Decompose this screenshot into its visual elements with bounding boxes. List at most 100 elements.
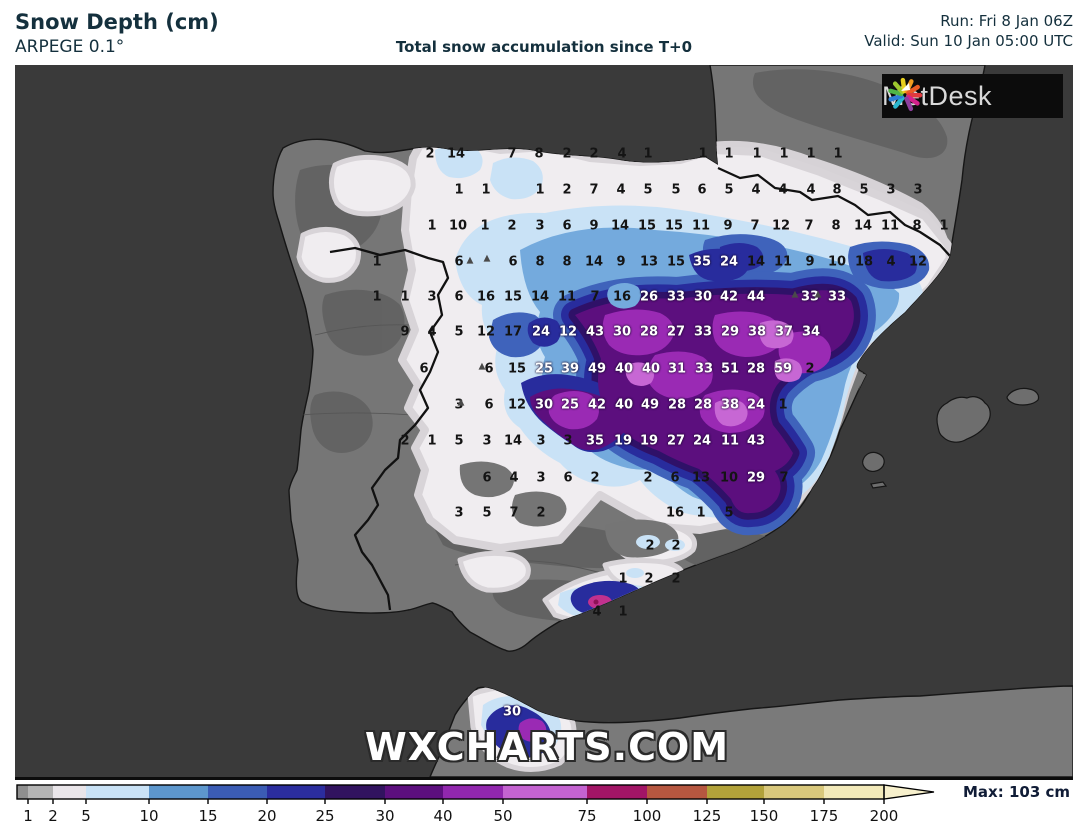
legend-segment bbox=[208, 785, 267, 799]
snow-depth-value: 49 bbox=[640, 397, 660, 413]
mountain-peak-icon: ▲ bbox=[483, 253, 491, 264]
legend-segment bbox=[587, 785, 647, 799]
snow-depth-value: 9 bbox=[805, 254, 815, 270]
logo-ray bbox=[888, 88, 904, 97]
snow-depth-value: 2 bbox=[643, 470, 653, 486]
legend-tick-label: 10 bbox=[139, 807, 158, 825]
legend-segment bbox=[28, 785, 53, 799]
snow-depth-value: 12 bbox=[476, 324, 496, 340]
snow-depth-value: 1 bbox=[939, 218, 949, 234]
map-geography bbox=[15, 65, 1073, 777]
snow-depth-value: 10 bbox=[448, 218, 468, 234]
snow-depth-value: 1 bbox=[779, 146, 789, 162]
snow-depth-value: 42 bbox=[719, 289, 739, 305]
snow-depth-value: 2 bbox=[645, 538, 655, 554]
snow-depth-value: 12 bbox=[908, 254, 928, 270]
snow-depth-value: 7 bbox=[590, 289, 600, 305]
snow-depth-value: 59 bbox=[773, 361, 793, 377]
snow-depth-value: 2 bbox=[400, 433, 410, 449]
snow-depth-value: 5 bbox=[724, 182, 734, 198]
snow-depth-value: 30 bbox=[502, 704, 522, 720]
mountain-peak-icon: ▲ bbox=[478, 361, 486, 372]
snow-depth-value: 43 bbox=[585, 324, 605, 340]
snow-depth-value: 9 bbox=[400, 324, 410, 340]
snow-depth-value: 38 bbox=[747, 324, 767, 340]
snow-depth-value: 2 bbox=[590, 470, 600, 486]
snow-depth-value: 1 bbox=[454, 182, 464, 198]
legend-tick-label: 25 bbox=[315, 807, 334, 825]
snow-depth-value: 1 bbox=[696, 505, 706, 521]
snow-depth-value: 24 bbox=[531, 324, 551, 340]
snow-depth-value: 3 bbox=[886, 182, 896, 198]
snow-depth-value: 14 bbox=[853, 218, 873, 234]
snow-depth-value: 24 bbox=[719, 254, 739, 270]
snow-depth-value: 1 bbox=[618, 571, 628, 587]
legend-segment bbox=[443, 785, 503, 799]
snow-depth-value: 2 bbox=[589, 146, 599, 162]
legend-tick-label: 75 bbox=[577, 807, 596, 825]
snow-depth-value: 28 bbox=[667, 397, 687, 413]
snow-depth-value: 38 bbox=[720, 397, 740, 413]
watermark: WXCHARTS.COM bbox=[364, 725, 730, 769]
snow-depth-value: 51 bbox=[720, 361, 740, 377]
snow-depth-value: 25 bbox=[534, 361, 554, 377]
snow-depth-value: 6 bbox=[562, 218, 572, 234]
model-label: ARPEGE 0.1° bbox=[15, 37, 125, 57]
legend-segment bbox=[707, 785, 764, 799]
snow-depth-value: 5 bbox=[724, 505, 734, 521]
snow-depth-value: 12 bbox=[507, 397, 527, 413]
snow-depth-value: 2 bbox=[805, 361, 815, 377]
snow-depth-value: 8 bbox=[831, 218, 841, 234]
logo-ray bbox=[888, 93, 904, 102]
snow-depth-value: 3 bbox=[454, 397, 464, 413]
mountain-peak-icon: ▲ bbox=[466, 255, 474, 266]
snow-depth-value: 7 bbox=[750, 218, 760, 234]
logo-ray bbox=[893, 95, 905, 109]
snow-depth-value: 1 bbox=[618, 604, 628, 620]
mountain-peak-icon: ▲ bbox=[791, 289, 799, 300]
logo-ray bbox=[906, 84, 920, 96]
snow-depth-value: 11 bbox=[557, 289, 577, 305]
legend: 1 2 5 10 15 20 25 30 40 50 75 100 125 150 175 200 bbox=[15, 782, 1073, 832]
snow-depth-value: 2 bbox=[536, 505, 546, 521]
snow-depth-value: 5 bbox=[454, 324, 464, 340]
snow-depth-value: 26 bbox=[639, 289, 659, 305]
snow-depth-value: 1 bbox=[400, 289, 410, 305]
snow-depth-value: 19 bbox=[613, 433, 633, 449]
snow-depth-value: 1 bbox=[427, 218, 437, 234]
snow-depth-value: 2 bbox=[425, 146, 435, 162]
snow-depth-value: 16 bbox=[612, 289, 632, 305]
legend-tick-label: 175 bbox=[810, 807, 839, 825]
snow-depth-value: 3 bbox=[536, 433, 546, 449]
snow-depth-value: 2 bbox=[507, 218, 517, 234]
snow-depth-value: 4 bbox=[427, 324, 437, 340]
snow-depth-value: 28 bbox=[693, 397, 713, 413]
snow-depth-value: 6 bbox=[484, 361, 494, 377]
snow-depth-value: 1 bbox=[535, 182, 545, 198]
snow-depth-value: 3 bbox=[913, 182, 923, 198]
snow-depth-value: 27 bbox=[666, 433, 686, 449]
snow-depth-value: 11 bbox=[691, 218, 711, 234]
snow-depth-value: 9 bbox=[589, 218, 599, 234]
legend-segment bbox=[17, 785, 28, 799]
snow-depth-value: 42 bbox=[587, 397, 607, 413]
legend-tick-label: 5 bbox=[81, 807, 91, 825]
legend-tick-label: 15 bbox=[198, 807, 217, 825]
legend-segment bbox=[149, 785, 208, 799]
snow-depth-value: 8 bbox=[832, 182, 842, 198]
metdesk-starburst-icon bbox=[888, 77, 923, 112]
snow-depth-value: 5 bbox=[859, 182, 869, 198]
snow-depth-value: 19 bbox=[639, 433, 659, 449]
snow-depth-value: 30 bbox=[534, 397, 554, 413]
snow-depth-value: 12 bbox=[771, 218, 791, 234]
snow-depth-value: 8 bbox=[562, 254, 572, 270]
max-value-label: Max: 103 cm bbox=[963, 783, 1070, 801]
snow-depth-value: 3 bbox=[563, 433, 573, 449]
snow-depth-value: 1 bbox=[724, 146, 734, 162]
snow-depth-value: 17 bbox=[503, 324, 523, 340]
snow-depth-value: 1 bbox=[427, 433, 437, 449]
snow-depth-value: 33 bbox=[693, 324, 713, 340]
snow-depth-map: 2 14 7 8 2 2 4 1 1 1 1 1 1 1 1 1 1 2 7 4 5 5 6 5 4 4 4 8 5 3 3 1 10 1 2 3 6 9… bbox=[15, 65, 1073, 780]
snow-depth-value: 24 bbox=[746, 397, 766, 413]
